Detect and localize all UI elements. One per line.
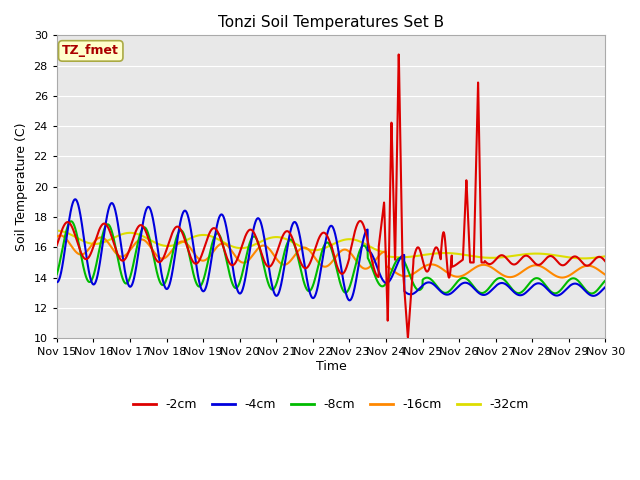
Text: TZ_fmet: TZ_fmet <box>62 45 119 58</box>
Legend: -2cm, -4cm, -8cm, -16cm, -32cm: -2cm, -4cm, -8cm, -16cm, -32cm <box>128 393 534 416</box>
Y-axis label: Soil Temperature (C): Soil Temperature (C) <box>15 122 28 251</box>
X-axis label: Time: Time <box>316 360 346 373</box>
Title: Tonzi Soil Temperatures Set B: Tonzi Soil Temperatures Set B <box>218 15 444 30</box>
